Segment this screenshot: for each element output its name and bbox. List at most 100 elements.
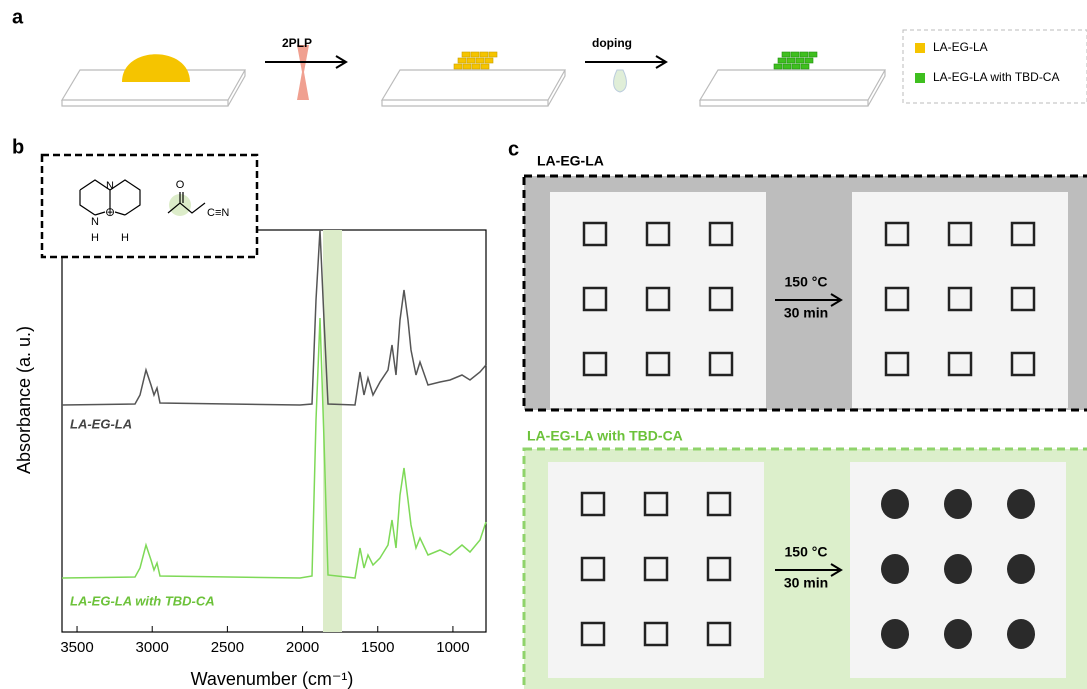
printed-cell [488, 51, 498, 58]
printed-square [1010, 221, 1036, 247]
legend-swatch [915, 43, 925, 53]
laser [297, 45, 309, 100]
printed-square [582, 221, 608, 247]
panel-label: a [12, 6, 24, 28]
printed-cell [484, 57, 494, 64]
printed-cell [475, 57, 485, 64]
printed-square [706, 491, 732, 517]
charge: ⊕ [105, 205, 115, 219]
legend-swatch [915, 73, 925, 83]
printed-square [643, 621, 669, 647]
printed-cell [480, 63, 490, 70]
structures [79, 179, 206, 216]
atom: H [121, 232, 129, 244]
spectrum-green [61, 317, 487, 579]
x-tick-label: 2500 [211, 639, 244, 656]
x-tick-label: 2000 [286, 639, 319, 656]
printed-cell [791, 63, 801, 70]
structure-box [40, 153, 259, 259]
melted-structure [1007, 489, 1035, 519]
printed-cell [782, 63, 792, 70]
highlight-band [323, 230, 342, 632]
droplet [122, 54, 190, 82]
melted-structure [944, 619, 972, 649]
printed-square [708, 221, 734, 247]
melted-structure [881, 489, 909, 519]
atom: N [106, 180, 114, 192]
printed-cell [457, 57, 467, 64]
x-axis-label: Wavenumber (cm⁻¹) [191, 669, 354, 689]
y-axis-label: Absorbance (a. u.) [14, 326, 34, 474]
melted-structure [881, 554, 909, 584]
step-label: doping [592, 36, 632, 50]
printed-grid [453, 51, 818, 70]
printed-square [884, 351, 910, 377]
melted-structure [944, 554, 972, 584]
printed-square [884, 286, 910, 312]
condition: 30 min [784, 305, 828, 321]
plot-frame [61, 229, 487, 633]
series-label: LA-EG-LA with TBD-CA [70, 593, 215, 608]
printed-square [645, 351, 671, 377]
legend-entry: LA-EG-LA with TBD-CA [933, 70, 1059, 84]
atom: C≡N [207, 207, 229, 219]
printed-cell [470, 51, 480, 58]
printed-square [947, 286, 973, 312]
printed-square [643, 491, 669, 517]
printed-cell [461, 51, 471, 58]
x-tick-label: 3500 [60, 639, 93, 656]
printed-cell [808, 51, 818, 58]
x-tick-label: 1000 [436, 639, 469, 656]
printed-cell [453, 63, 463, 70]
printed-square [947, 221, 973, 247]
printed-square [645, 221, 671, 247]
printed-square [1010, 286, 1036, 312]
step-label: 2PLP [282, 36, 312, 50]
arrows-c [775, 293, 843, 577]
printed-square [708, 351, 734, 377]
printed-square [643, 556, 669, 582]
printed-square [884, 221, 910, 247]
printed-cell [790, 51, 800, 58]
x-tick-label: 3000 [136, 639, 169, 656]
printed-square [580, 556, 606, 582]
legend-entry: LA-EG-LA [933, 40, 988, 54]
printed-square [1010, 351, 1036, 377]
micrograph [852, 192, 1068, 408]
printed-cell [804, 57, 814, 64]
melted-structure [881, 619, 909, 649]
x-tick-label: 1500 [361, 639, 394, 656]
printed-cell [777, 57, 787, 64]
printed-cell [786, 57, 796, 64]
printed-square [947, 351, 973, 377]
printed-cell [466, 57, 476, 64]
panel-label: c [508, 138, 519, 160]
micrographs [548, 192, 1068, 678]
printed-square [580, 621, 606, 647]
printed-cell [781, 51, 791, 58]
printed-square [645, 286, 671, 312]
x-axis: 3500 3000 2500 2000 1500 1000 [60, 626, 470, 656]
printed-cell [462, 63, 472, 70]
printed-square [706, 621, 732, 647]
melted-structure [1007, 554, 1035, 584]
printed-cell [800, 63, 810, 70]
condition: 150 °C [785, 274, 828, 290]
arrows-a [265, 55, 668, 69]
legend-box [902, 29, 1087, 104]
printed-cell [471, 63, 481, 70]
printed-square [582, 351, 608, 377]
printed-cell [479, 51, 489, 58]
printed-square [582, 286, 608, 312]
substrates [60, 69, 887, 107]
condition: 30 min [784, 575, 828, 591]
atom: H [91, 232, 99, 244]
panel-title: LA-EG-LA with TBD-CA [527, 428, 683, 444]
melted-structure [944, 489, 972, 519]
printed-square [708, 286, 734, 312]
atom: O [176, 179, 185, 191]
printed-cell [795, 57, 805, 64]
atom: N [91, 216, 99, 228]
micrograph [548, 462, 764, 678]
